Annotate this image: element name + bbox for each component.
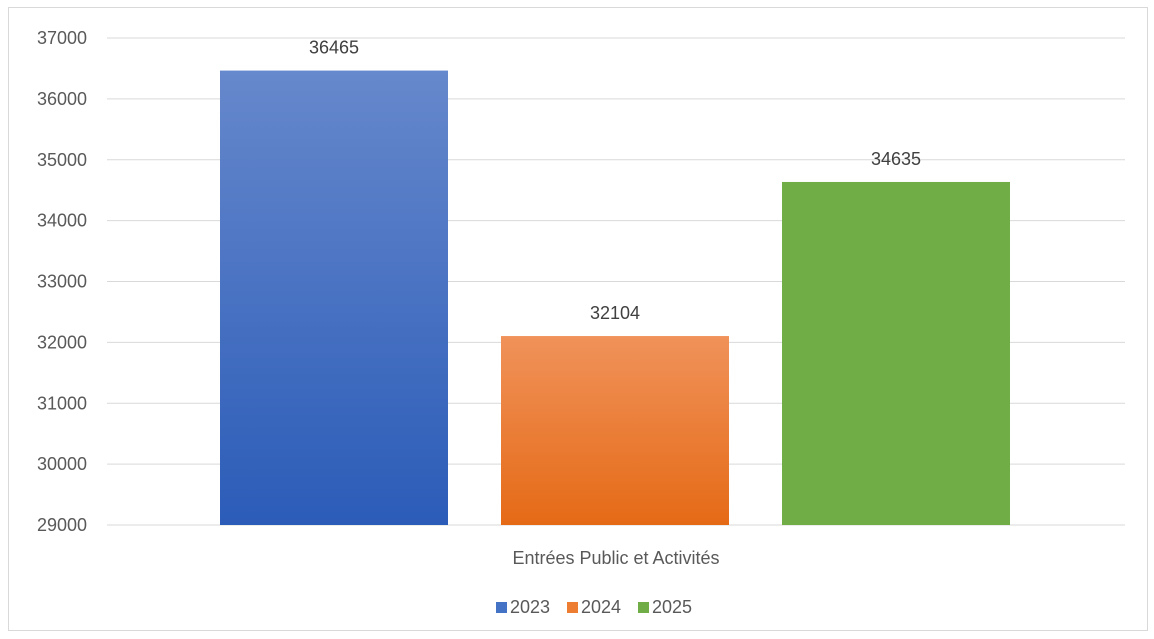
category-label: Entrées Public et Activités	[512, 548, 719, 568]
y-tick-label: 32000	[37, 332, 87, 352]
bars	[220, 70, 1010, 526]
legend-item-2025: 2025	[638, 597, 692, 617]
legend-item-2024: 2024	[567, 597, 621, 617]
y-tick-label: 35000	[37, 150, 87, 170]
y-tick-label: 37000	[37, 28, 87, 48]
y-tick-label: 33000	[37, 272, 87, 292]
data-label-2023: 36465	[309, 38, 359, 58]
legend-swatch	[638, 602, 649, 613]
bar-2025	[782, 181, 1010, 526]
data-label-2025: 34635	[871, 149, 921, 169]
legend-swatch	[567, 602, 578, 613]
y-tick-label: 34000	[37, 211, 87, 231]
y-tick-label: 29000	[37, 515, 87, 535]
legend: 2023 2024 2025	[496, 597, 692, 617]
legend-label: 2023	[510, 597, 550, 617]
bar-2023	[220, 70, 448, 526]
legend-item-2023: 2023	[496, 597, 550, 617]
y-tick-label: 31000	[37, 393, 87, 413]
bar-2024	[501, 336, 729, 525]
legend-label: 2024	[581, 597, 621, 617]
legend-swatch	[496, 602, 507, 613]
data-labels: 36465 32104 34635	[309, 38, 921, 323]
category-axis: Entrées Public et Activités	[512, 548, 719, 568]
data-label-2024: 32104	[590, 303, 640, 323]
y-tick-label: 36000	[37, 89, 87, 109]
y-tick-label: 30000	[37, 454, 87, 474]
legend-label: 2025	[652, 597, 692, 617]
y-axis-ticks: 29000 30000 31000 32000 33000 34000 35000 36000…	[37, 28, 87, 535]
